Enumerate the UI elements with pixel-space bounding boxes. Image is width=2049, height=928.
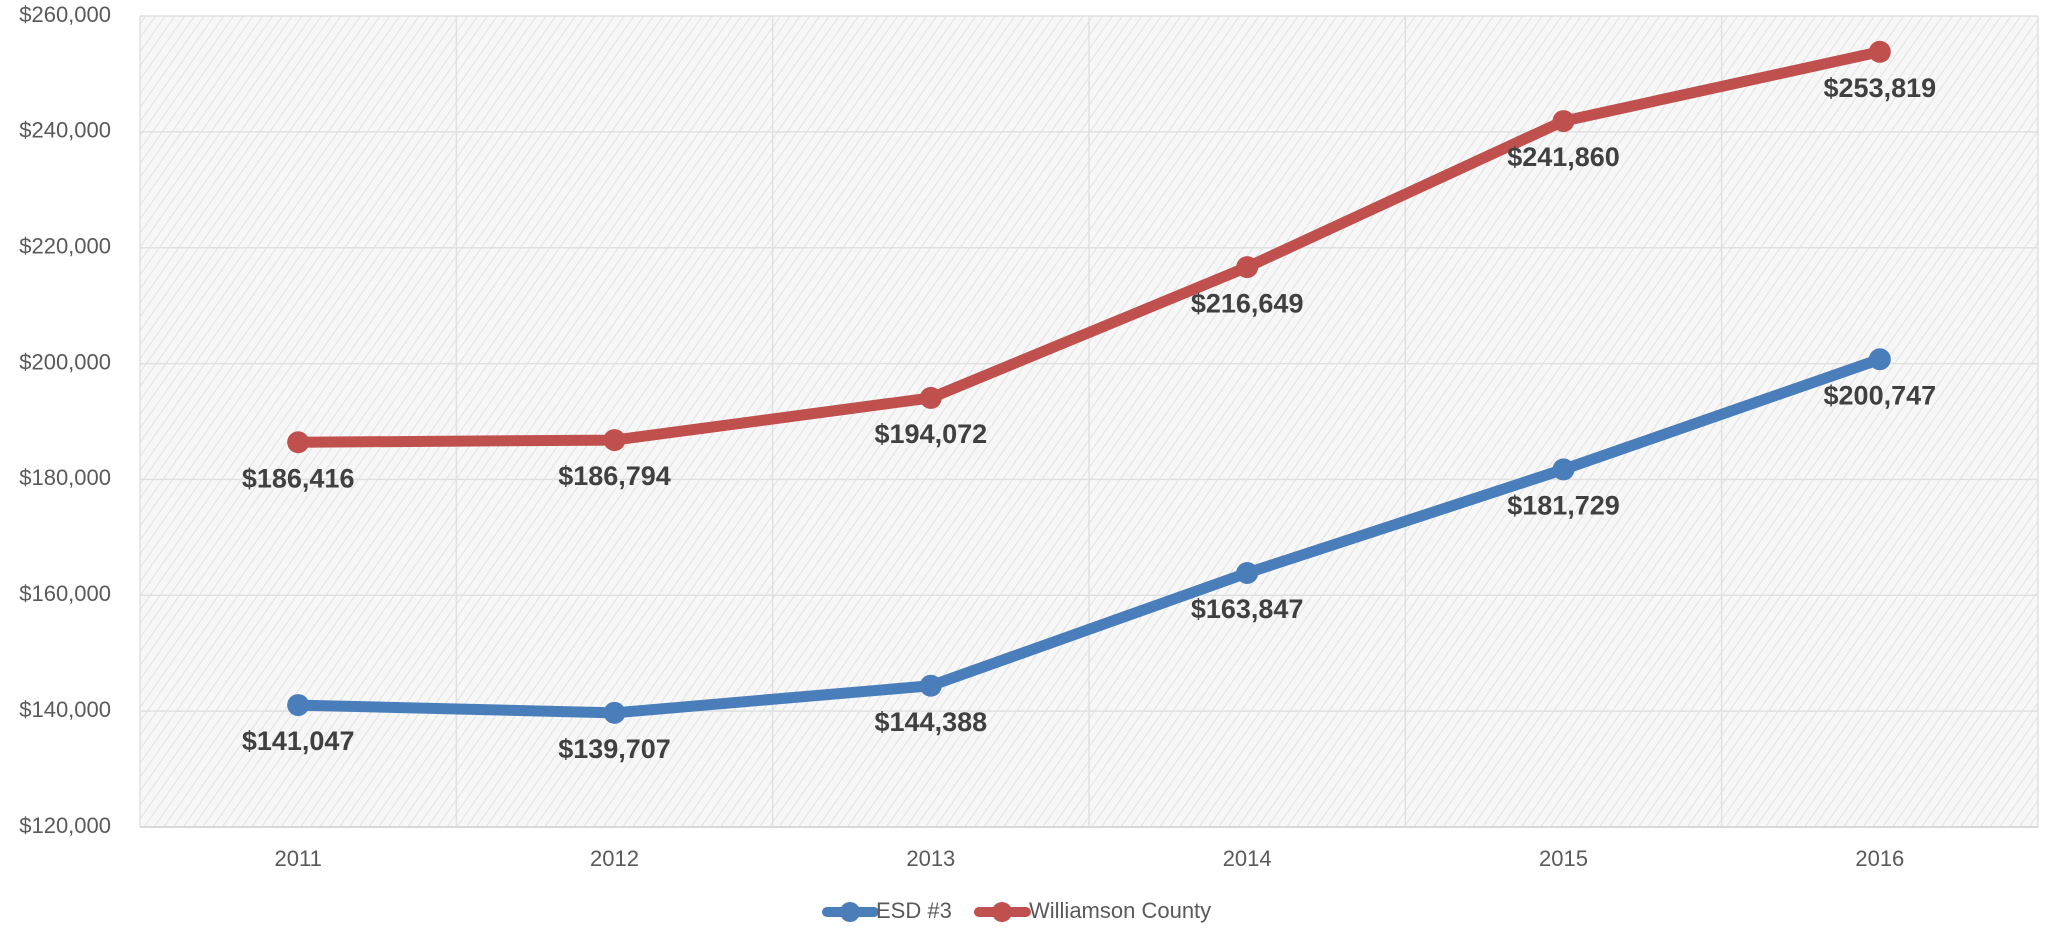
y-tick-label: $240,000 xyxy=(19,118,111,143)
y-tick-label: $260,000 xyxy=(19,2,111,27)
data-label: $163,847 xyxy=(1191,594,1304,624)
data-label: $144,388 xyxy=(875,707,988,737)
point xyxy=(287,431,310,454)
point xyxy=(1552,110,1575,133)
legend-marker xyxy=(992,902,1012,922)
y-tick-label: $140,000 xyxy=(19,697,111,722)
data-label: $253,819 xyxy=(1824,73,1937,103)
data-label: $181,729 xyxy=(1507,491,1620,521)
x-tick-label: 2011 xyxy=(275,846,322,871)
point xyxy=(603,429,626,452)
legend-marker xyxy=(840,902,860,922)
y-tick-label: $180,000 xyxy=(19,465,111,490)
data-label: $200,747 xyxy=(1824,380,1937,410)
legend-label: ESD #3 xyxy=(876,898,952,923)
x-tick-label: 2013 xyxy=(906,846,955,871)
legend-label: Williamson County xyxy=(1029,898,1211,923)
point xyxy=(287,694,310,717)
y-tick-label: $220,000 xyxy=(19,234,111,259)
data-label: $141,047 xyxy=(242,726,355,756)
data-label: $216,649 xyxy=(1191,288,1304,318)
data-label: $186,794 xyxy=(558,461,671,491)
point xyxy=(1552,458,1575,481)
data-label: $139,707 xyxy=(558,734,671,764)
data-label: $241,860 xyxy=(1507,142,1620,172)
point xyxy=(919,674,942,697)
series-line xyxy=(292,46,1886,448)
y-tick-label: $160,000 xyxy=(19,581,111,606)
x-tick-label: 2016 xyxy=(1855,846,1904,871)
data-label: $186,416 xyxy=(242,463,355,493)
point xyxy=(919,386,942,409)
x-tick-label: 2015 xyxy=(1539,846,1588,871)
x-tick-label: 2012 xyxy=(590,846,639,871)
y-tick-label: $120,000 xyxy=(19,813,111,838)
data-label: $194,072 xyxy=(875,419,988,449)
point xyxy=(1236,562,1259,585)
point xyxy=(603,701,626,724)
point xyxy=(1868,348,1891,371)
y-tick-label: $200,000 xyxy=(19,349,111,374)
series-line xyxy=(292,353,1886,719)
point xyxy=(1868,40,1891,63)
point xyxy=(1236,256,1259,279)
x-tick-label: 2014 xyxy=(1223,846,1272,871)
